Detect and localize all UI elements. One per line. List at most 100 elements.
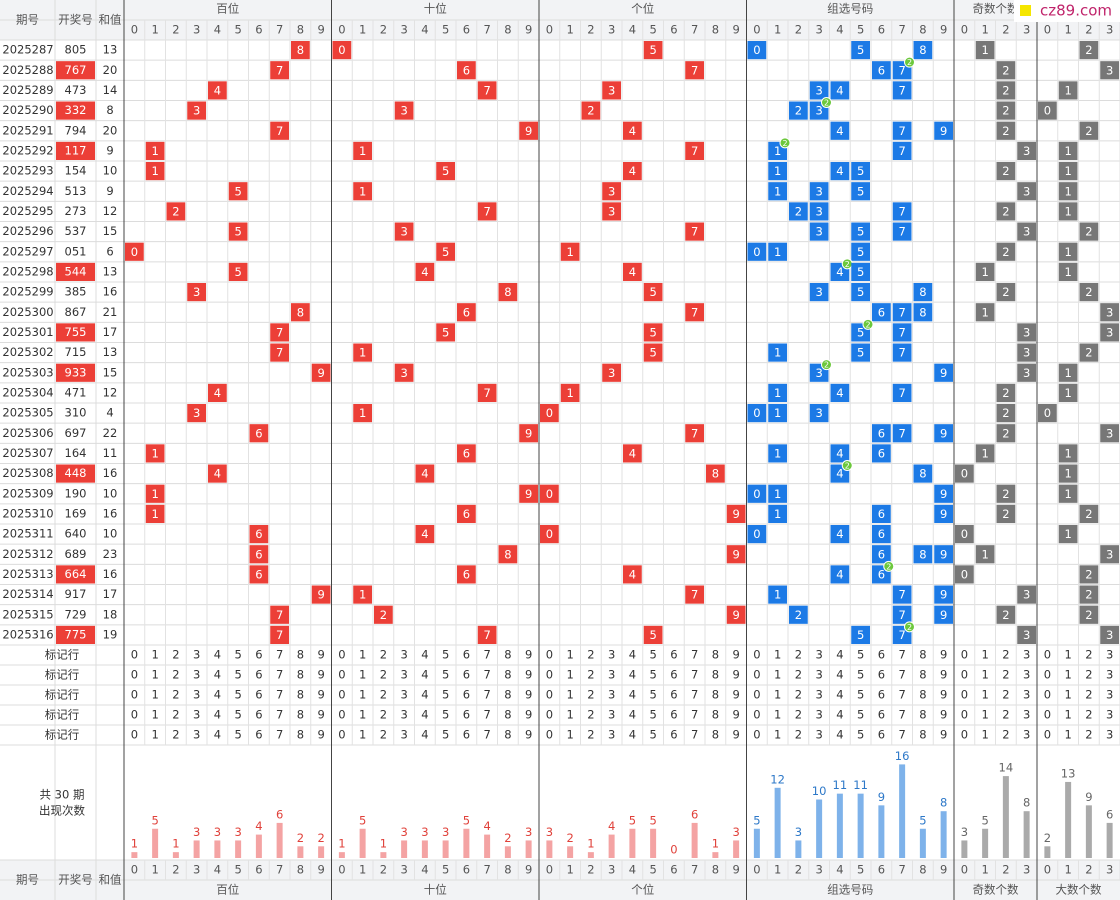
count-label: 13 — [1061, 766, 1076, 780]
marker-digit: 9 — [525, 668, 532, 682]
marker-digit: 5 — [234, 668, 241, 682]
digit-footer: 2 — [587, 863, 594, 877]
marker-digit: 8 — [297, 668, 304, 682]
marker-digit: 4 — [629, 728, 636, 742]
pair-badge-text: 2 — [824, 99, 829, 108]
ball-digit: 1 — [359, 144, 366, 158]
marker-digit: 0 — [338, 688, 345, 702]
ball-digit: 1 — [1064, 204, 1071, 218]
digit-footer: 2 — [1085, 863, 1092, 877]
count-bar — [753, 828, 760, 858]
count-bar — [546, 840, 553, 858]
ball-digit: 9 — [940, 366, 947, 380]
ball — [560, 242, 580, 261]
ball — [353, 404, 372, 423]
ball — [457, 61, 476, 80]
marker-digit: 9 — [525, 688, 532, 702]
marker-digit: 9 — [732, 648, 739, 662]
ball-digit: 3 — [1023, 628, 1030, 642]
marker-digit: 6 — [878, 648, 885, 662]
ball — [1079, 283, 1099, 302]
marker-digit: 1 — [981, 648, 988, 662]
ball — [643, 323, 663, 342]
marker-digit: 1 — [566, 728, 573, 742]
sum: 9 — [106, 184, 113, 198]
ball — [394, 101, 414, 120]
marker-digit: 3 — [193, 728, 200, 742]
ball — [311, 585, 331, 604]
ball-digit: 0 — [546, 527, 553, 541]
issue: 2025298 — [2, 264, 53, 278]
marker-digit: 2 — [380, 648, 387, 662]
ball-digit: 0 — [961, 467, 968, 481]
ball-digit: 1 — [774, 144, 781, 158]
ball-digit: 4 — [836, 446, 843, 460]
digit-header: 9 — [732, 23, 739, 37]
ball-digit: 3 — [400, 366, 407, 380]
ball-digit: 7 — [898, 144, 905, 158]
marker-digit: 1 — [359, 728, 366, 742]
marker-digit: 8 — [712, 728, 719, 742]
ball — [1079, 565, 1099, 584]
marker-digit: 5 — [442, 708, 449, 722]
digit-header: 1 — [151, 23, 158, 37]
section-footer: 百位 — [216, 883, 239, 897]
marker-digit: 1 — [774, 688, 781, 702]
ball-digit: 3 — [1106, 63, 1113, 77]
section-footer: 奇数个数 — [973, 883, 1019, 897]
ball — [1079, 605, 1099, 624]
digit-header: 4 — [214, 23, 221, 37]
marker-digit: 7 — [691, 668, 698, 682]
digit-header: 7 — [483, 23, 490, 37]
digit-header: 6 — [463, 23, 470, 37]
count-bar — [567, 846, 574, 858]
marker-digit: 4 — [421, 668, 428, 682]
ball — [768, 343, 787, 362]
sum: 17 — [103, 587, 118, 601]
digit-footer: 9 — [732, 863, 739, 877]
pair-badge-text: 2 — [845, 260, 850, 269]
digit-footer: 5 — [649, 863, 656, 877]
ball — [975, 303, 995, 322]
marker-digit: 2 — [172, 728, 179, 742]
ball — [851, 242, 870, 261]
pair-badge-text: 2 — [782, 139, 787, 148]
ball — [249, 525, 269, 544]
sum: 8 — [106, 103, 113, 117]
marker-digit: 1 — [566, 708, 573, 722]
marker-digit: 3 — [193, 648, 200, 662]
ball-digit: 3 — [815, 285, 822, 299]
ball — [830, 121, 850, 140]
marker-digit: 4 — [214, 708, 221, 722]
marker-digit: 7 — [276, 648, 283, 662]
ball-digit: 1 — [151, 164, 158, 178]
ball — [768, 383, 787, 402]
ball — [996, 424, 1016, 443]
count-bar — [899, 764, 906, 858]
ball — [726, 605, 746, 624]
digit-footer: 4 — [836, 863, 843, 877]
marker-digit: 2 — [1002, 728, 1009, 742]
ball-digit: 2 — [795, 104, 802, 118]
ball-digit: 3 — [1106, 325, 1113, 339]
ball — [166, 202, 186, 221]
marker-digit: 8 — [504, 648, 511, 662]
ball — [519, 424, 538, 443]
ball-digit: 3 — [1023, 346, 1030, 360]
pair-badge-text: 2 — [865, 320, 870, 329]
ball-digit: 6 — [463, 507, 470, 521]
issue: 2025300 — [2, 305, 53, 319]
marker-digit: 8 — [919, 728, 926, 742]
ball-digit: 0 — [961, 567, 968, 581]
marker-digit: 0 — [753, 668, 760, 682]
digit-footer: 6 — [878, 863, 885, 877]
ball-digit: 4 — [421, 527, 428, 541]
ball-digit: 2 — [1085, 588, 1092, 602]
count-bar — [1065, 781, 1072, 858]
marker-digit: 3 — [608, 688, 615, 702]
marker-digit: 9 — [732, 688, 739, 702]
number-highlight — [56, 464, 95, 483]
sum: 16 — [103, 285, 118, 299]
marker-digit: 3 — [815, 648, 822, 662]
ball-digit: 6 — [878, 527, 885, 541]
